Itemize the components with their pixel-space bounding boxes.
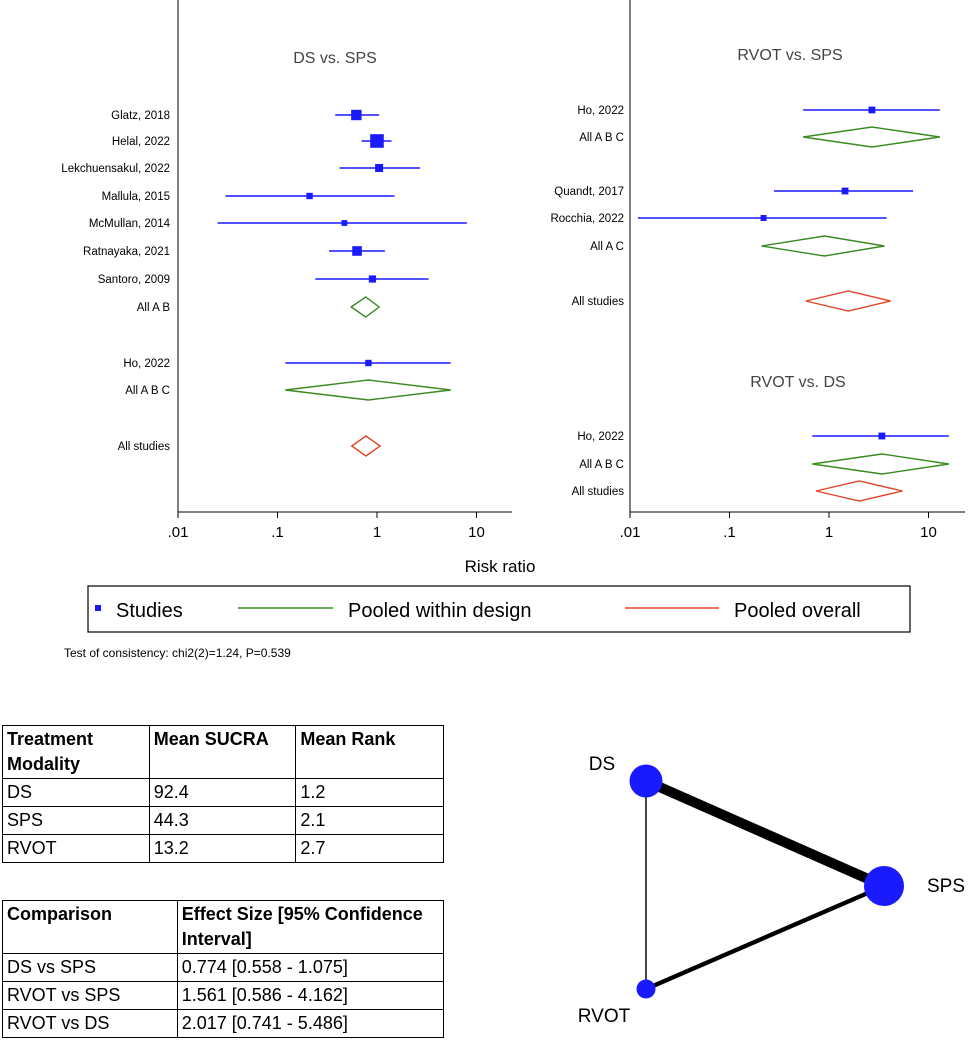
x-tick-label: .01 <box>168 524 189 541</box>
forest-plot: .01 .1 1 10 .01 .1 1 10 Risk ratio DS vs. SPS Glat… <box>61 0 965 633</box>
network-node <box>636 979 656 999</box>
row-label: Ho, 2022 <box>123 358 170 370</box>
cell: 1.2 <box>295 778 444 807</box>
cell: 1.561 [0.586 - 4.162] <box>176 981 445 1010</box>
x-tick-label: 1 <box>825 524 833 541</box>
table-row: SPS 44.3 2.1 <box>2 806 444 835</box>
table-row: DS vs SPS 0.774 [0.558 - 1.075] <box>2 953 445 982</box>
consistency-test: Test of consistency: chi2(2)=1.24, P=0.5… <box>64 646 291 660</box>
x-tick-label: .01 <box>620 524 641 541</box>
cell: 2.017 [0.741 - 5.486] <box>176 1009 445 1038</box>
table-header-row: Comparison Effect Size [95% Confidence I… <box>2 900 445 954</box>
row-label: All A B <box>137 302 171 314</box>
x-tick-label: .1 <box>271 524 284 541</box>
row-label: Mallula, 2015 <box>102 191 170 203</box>
legend-box <box>87 585 911 633</box>
study-marker <box>365 359 372 367</box>
row-label: Ho, 2022 <box>577 105 624 117</box>
network-plot: DS SPS RVOT <box>578 754 965 1027</box>
cell: DS vs SPS <box>2 953 178 982</box>
x-axis-label: Risk ratio <box>465 557 536 576</box>
table-row: DS 92.4 1.2 <box>2 778 444 807</box>
network-node-label: SPS <box>927 876 965 897</box>
network-node <box>864 866 904 906</box>
row-label: All A B C <box>579 459 624 471</box>
network-edge <box>643 776 887 891</box>
study-marker <box>370 134 384 148</box>
table-row: RVOT vs SPS 1.561 [0.586 - 4.162] <box>2 981 445 1010</box>
pooled-overall-diamond <box>805 290 891 312</box>
row-label: McMullan, 2014 <box>89 218 171 230</box>
pooled-overall-diamond <box>350 435 382 457</box>
x-tick-label: 10 <box>468 524 485 541</box>
pooled-within-diamond <box>803 126 940 148</box>
cell: 44.3 <box>148 806 297 835</box>
table-row: RVOT 13.2 2.7 <box>2 834 444 863</box>
row-label: Quandt, 2017 <box>554 186 624 198</box>
effect-size-table: Comparison Effect Size [95% Confidence I… <box>2 900 445 1038</box>
study-marker <box>868 106 876 114</box>
x-tick-label: .1 <box>723 524 736 541</box>
row-label: All studies <box>572 296 625 308</box>
row-label: Ratnayaka, 2021 <box>83 246 170 258</box>
pooled-within-diamond <box>761 235 885 257</box>
row-label: Lekchuensakul, 2022 <box>61 163 170 175</box>
row-label: All A B C <box>125 385 170 397</box>
row-label: All A C <box>590 241 624 253</box>
network-node-label: DS <box>589 754 615 775</box>
study-marker <box>841 187 849 195</box>
network-edge <box>645 884 885 991</box>
cell: RVOT vs DS <box>2 1009 178 1038</box>
study-marker <box>375 164 384 172</box>
study-marker <box>341 220 348 226</box>
study-marker <box>352 246 362 256</box>
row-label: Santoro, 2009 <box>98 274 170 286</box>
pooled-within-diamond <box>349 296 381 318</box>
header-effect-size: Effect Size [95% Confidence Interval] <box>176 900 445 954</box>
cell: 92.4 <box>148 778 297 807</box>
header-comparison: Comparison <box>2 900 178 954</box>
table-row: RVOT vs DS 2.017 [0.741 - 5.486] <box>2 1009 445 1038</box>
header-rank: Mean Rank <box>295 725 444 779</box>
network-node <box>629 764 663 798</box>
study-marker <box>351 109 362 121</box>
row-label: All studies <box>118 441 171 453</box>
legend-within-label: Pooled within design <box>348 600 531 622</box>
panel-title: RVOT vs. DS <box>750 374 845 391</box>
study-marker <box>760 215 767 221</box>
panel-title: RVOT vs. SPS <box>737 47 842 64</box>
cell: RVOT vs SPS <box>2 981 178 1010</box>
study-marker <box>878 432 886 440</box>
x-tick-label: 1 <box>373 524 381 541</box>
network-node-label: RVOT <box>578 1006 631 1027</box>
study-marker <box>368 275 377 283</box>
pooled-within-diamond <box>285 379 451 401</box>
cell: 0.774 [0.558 - 1.075] <box>176 953 445 982</box>
legend-overall-label: Pooled overall <box>734 600 861 622</box>
pooled-within-diamond <box>812 453 949 475</box>
header-sucra: Mean SUCRA <box>148 725 297 779</box>
header-treatment: Treatment Modality <box>2 725 150 779</box>
cell: RVOT <box>2 834 150 863</box>
cell: SPS <box>2 806 150 835</box>
row-label: Ho, 2022 <box>577 431 624 443</box>
cell: 2.1 <box>295 806 444 835</box>
cell: 2.7 <box>295 834 444 863</box>
legend-study-marker <box>95 605 101 611</box>
row-label: Glatz, 2018 <box>111 110 170 122</box>
row-label: All studies <box>572 486 625 498</box>
row-label: All A B C <box>579 132 624 144</box>
row-label: Rocchia, 2022 <box>550 213 624 225</box>
panel-title: DS vs. SPS <box>293 50 377 67</box>
sucra-table: Treatment Modality Mean SUCRA Mean Rank … <box>2 725 444 863</box>
x-tick-label: 10 <box>920 524 937 541</box>
cell: 13.2 <box>148 834 297 863</box>
row-label: Helal, 2022 <box>112 136 170 148</box>
cell: DS <box>2 778 150 807</box>
legend-studies-label: Studies <box>116 600 183 622</box>
study-marker <box>306 192 313 200</box>
pooled-overall-diamond <box>815 480 903 502</box>
table-header-row: Treatment Modality Mean SUCRA Mean Rank <box>2 725 444 779</box>
